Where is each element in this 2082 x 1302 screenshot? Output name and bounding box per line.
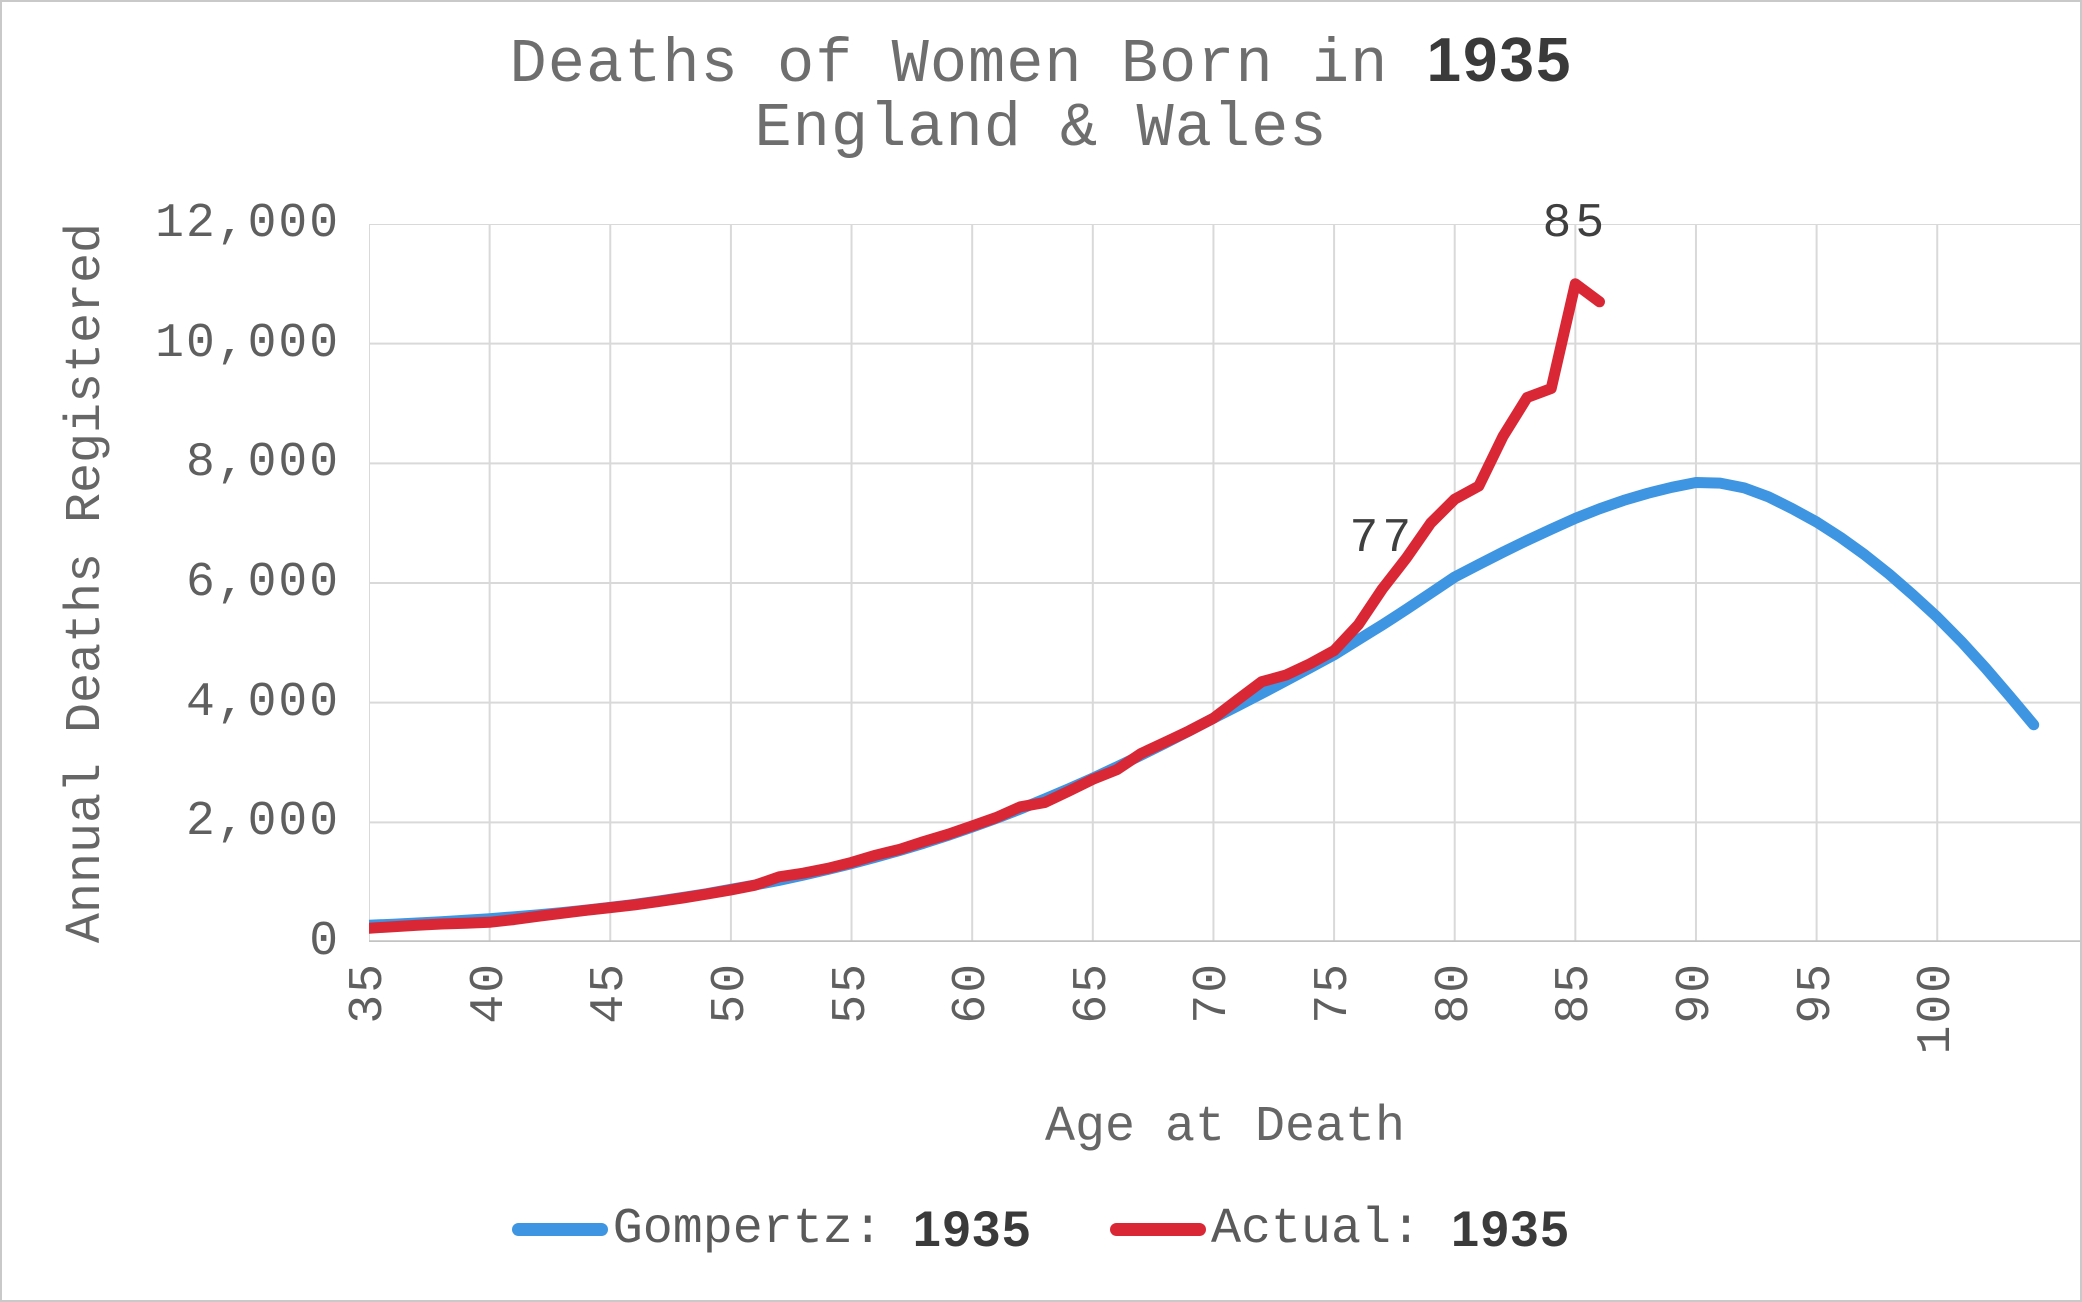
x-tick-label: 35 — [342, 962, 396, 1024]
x-tick-label: 80 — [1427, 962, 1482, 1024]
gompertz-curve — [369, 477, 2040, 931]
x-tick-label: 100 — [1910, 962, 1965, 1055]
x-tick-label: 70 — [1186, 962, 1241, 1024]
chart-title: Deaths of Women Born in 1935 — [2, 28, 2080, 98]
y-tick-label: 0 — [309, 915, 340, 969]
chart-title-year: 1935 — [1426, 26, 1573, 95]
y-tick-label: 12,000 — [155, 197, 340, 251]
x-tick-label: 65 — [1065, 962, 1120, 1024]
legend-year-actual: 1935 — [1451, 1201, 1571, 1257]
legend-item-actual: Actual: 1935 — [1110, 1200, 1570, 1258]
y-tick-label: 4,000 — [185, 675, 340, 730]
actual-line-swatch — [1110, 1222, 1206, 1236]
x-tick-label: 45 — [583, 962, 638, 1024]
data-point-annotation: 77 — [1349, 511, 1416, 566]
legend-label-actual: Actual: — [1211, 1200, 1452, 1258]
y-axis-title: Annual Deaths Registered — [58, 222, 115, 944]
chart-subtitle: England & Wales — [754, 93, 1328, 164]
y-tick-label: 2,000 — [185, 795, 340, 850]
x-tick-label: 95 — [1789, 962, 1844, 1024]
legend-label-gompertz: Gompertz: — [612, 1200, 913, 1258]
data-point-annotation: 85 — [1542, 196, 1609, 251]
y-tick-label: 10,000 — [155, 316, 340, 371]
x-tick-label: 85 — [1548, 962, 1603, 1024]
x-tick-label: 40 — [462, 962, 517, 1024]
y-tick-label: 8,000 — [185, 436, 340, 491]
x-tick-label: 75 — [1307, 962, 1362, 1024]
y-tick-label: 6,000 — [185, 556, 340, 610]
legend-item-gompertz: Gompertz: 1935 — [511, 1200, 1032, 1258]
legend-year-gompertz: 1935 — [912, 1201, 1032, 1257]
chart-title-text: Deaths of Women Born in — [509, 29, 1427, 100]
x-axis-title: Age at Death — [1044, 1099, 1406, 1156]
x-tick-label: 90 — [1668, 962, 1723, 1024]
plot-area — [369, 224, 2080, 942]
legend: Gompertz: 1935 Actual: 1935 — [2, 1199, 2080, 1259]
x-tick-label: 55 — [824, 962, 879, 1024]
x-tick-label: 60 — [945, 962, 1000, 1024]
x-tick-label: 50 — [703, 962, 758, 1024]
gompertz-line-swatch — [511, 1222, 608, 1236]
actual-curve — [369, 278, 1605, 934]
